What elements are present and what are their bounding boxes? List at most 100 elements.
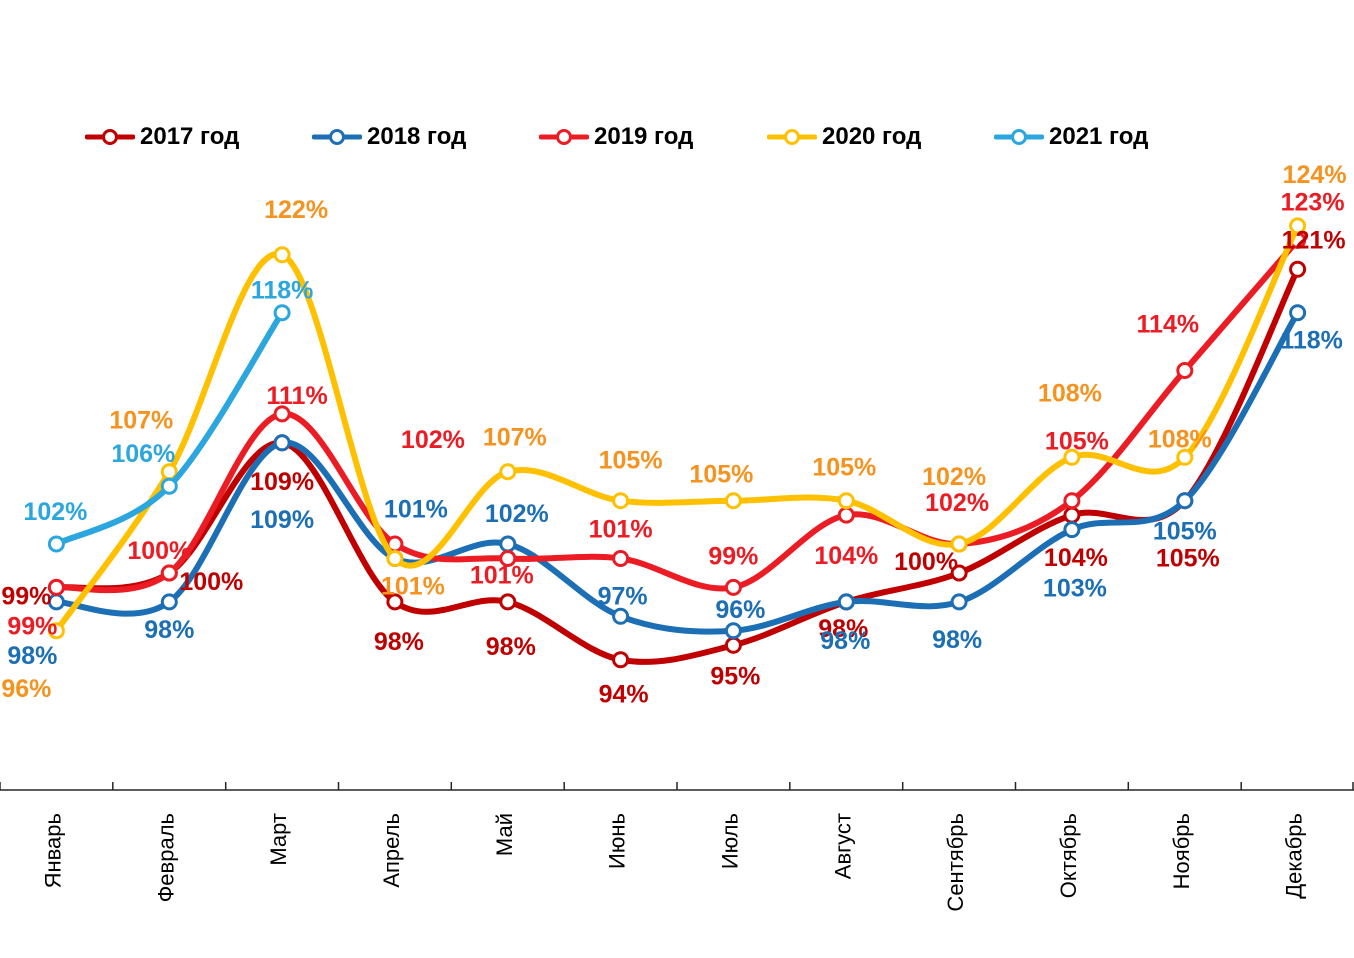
- x-axis-label: Июль: [717, 813, 742, 869]
- data-label: 98%: [486, 633, 536, 661]
- data-point-marker: [1063, 521, 1081, 539]
- data-point-marker: [47, 622, 65, 640]
- legend-label: 2020 год: [822, 123, 922, 150]
- x-axis-label: Июнь: [605, 813, 630, 869]
- data-label: 105%: [599, 447, 663, 475]
- data-label: 97%: [598, 582, 648, 610]
- data-label: 108%: [1148, 425, 1212, 453]
- data-point-marker: [837, 593, 855, 611]
- data-point-marker: [386, 593, 404, 611]
- series-2021-год: [47, 304, 291, 553]
- data-label: 102%: [925, 489, 989, 517]
- series-line: [53, 309, 1301, 635]
- data-label: 121%: [1282, 226, 1346, 254]
- legend-marker-icon: [993, 128, 1045, 146]
- data-label: 123%: [1281, 188, 1345, 216]
- data-point-marker: [1289, 260, 1307, 278]
- data-point-marker: [724, 492, 742, 510]
- data-point-marker: [1176, 492, 1194, 510]
- data-label: 102%: [922, 463, 986, 491]
- data-label: 107%: [109, 407, 173, 435]
- data-label: 100%: [127, 537, 191, 565]
- series-line: [53, 266, 1301, 665]
- data-point-marker: [612, 607, 630, 625]
- data-label: 122%: [264, 196, 328, 224]
- data-label: 98%: [7, 642, 57, 670]
- legend-label: 2021 год: [1049, 123, 1149, 150]
- data-point-marker: [499, 550, 517, 567]
- x-axis-label: Март: [266, 813, 291, 866]
- data-point-marker: [1063, 448, 1081, 466]
- data-point-marker: [386, 550, 404, 567]
- data-point-marker: [1176, 362, 1194, 379]
- data-point-marker: [612, 550, 630, 567]
- data-label: 109%: [250, 506, 314, 534]
- legend-label: 2019 год: [594, 123, 694, 150]
- data-label: 101%: [470, 562, 534, 590]
- data-label: 108%: [1038, 379, 1102, 407]
- data-label: 105%: [689, 461, 753, 489]
- data-point-marker: [160, 477, 178, 495]
- data-label: 106%: [111, 440, 175, 468]
- data-label: 103%: [1043, 575, 1107, 603]
- data-label: 99%: [1, 582, 51, 610]
- data-label: 105%: [812, 454, 876, 482]
- data-point-marker: [1176, 448, 1194, 466]
- data-point-marker: [1289, 217, 1307, 235]
- series-2019-год: [47, 231, 1307, 596]
- series-line: [53, 237, 1301, 594]
- data-label: 100%: [179, 568, 243, 596]
- legend-label: 2018 год: [367, 123, 467, 150]
- data-label: 101%: [381, 573, 445, 601]
- data-label: 98%: [374, 628, 424, 656]
- data-point-marker: [160, 564, 178, 582]
- x-axis-label: Февраль: [153, 813, 178, 902]
- series-2018-год: [47, 304, 1307, 640]
- data-label: 104%: [1044, 544, 1108, 572]
- data-label: 109%: [250, 468, 314, 496]
- legend-label: 2017 год: [140, 123, 240, 150]
- data-point-marker: [1063, 492, 1081, 510]
- data-point-marker: [273, 246, 291, 264]
- data-point-marker: [950, 564, 968, 582]
- data-point-marker: [837, 506, 855, 524]
- x-axis-label: Май: [492, 813, 517, 856]
- legend-item-2017: 2017 год: [84, 120, 240, 154]
- data-point-marker: [950, 593, 968, 611]
- data-label: 100%: [894, 548, 958, 576]
- x-axis-label: Ноябрь: [1169, 813, 1194, 889]
- data-point-marker: [47, 593, 65, 611]
- data-point-marker: [612, 492, 630, 510]
- data-point-marker: [1063, 506, 1081, 524]
- data-label: 124%: [1283, 161, 1347, 189]
- data-label: 98%: [820, 627, 870, 655]
- data-label: 102%: [401, 426, 465, 454]
- legend-item-2018: 2018 год: [311, 120, 467, 154]
- data-label: 105%: [1156, 545, 1220, 573]
- data-point-marker: [47, 578, 65, 596]
- x-axis-label: Сентябрь: [943, 813, 968, 912]
- data-point-marker: [273, 434, 291, 452]
- data-point-marker: [1289, 304, 1307, 322]
- data-point-marker: [273, 405, 291, 423]
- data-point-marker: [499, 593, 517, 611]
- legend-marker-icon: [766, 128, 818, 146]
- x-axis-label: Декабрь: [1282, 813, 1307, 899]
- data-point-marker: [273, 304, 291, 322]
- data-point-marker: [724, 622, 742, 640]
- legend-item-2021: 2021 год: [993, 120, 1149, 154]
- series-2020-год: [47, 217, 1307, 640]
- x-axis-label: Апрель: [379, 813, 404, 888]
- data-label: 101%: [384, 496, 448, 524]
- data-point-marker: [950, 535, 968, 553]
- legend-item-2019: 2019 год: [538, 120, 694, 154]
- data-label: 99%: [7, 612, 57, 640]
- x-axis-label: Январь: [40, 813, 65, 888]
- data-point-marker: [724, 578, 742, 596]
- data-label: 102%: [23, 498, 87, 526]
- legend-marker-icon: [311, 128, 363, 146]
- chart-legend: 2017 год 2018 год 2019 год 2020 год: [0, 120, 1354, 154]
- data-point-marker: [160, 593, 178, 611]
- data-label: 114%: [1137, 311, 1200, 339]
- data-label: 105%: [1153, 518, 1217, 546]
